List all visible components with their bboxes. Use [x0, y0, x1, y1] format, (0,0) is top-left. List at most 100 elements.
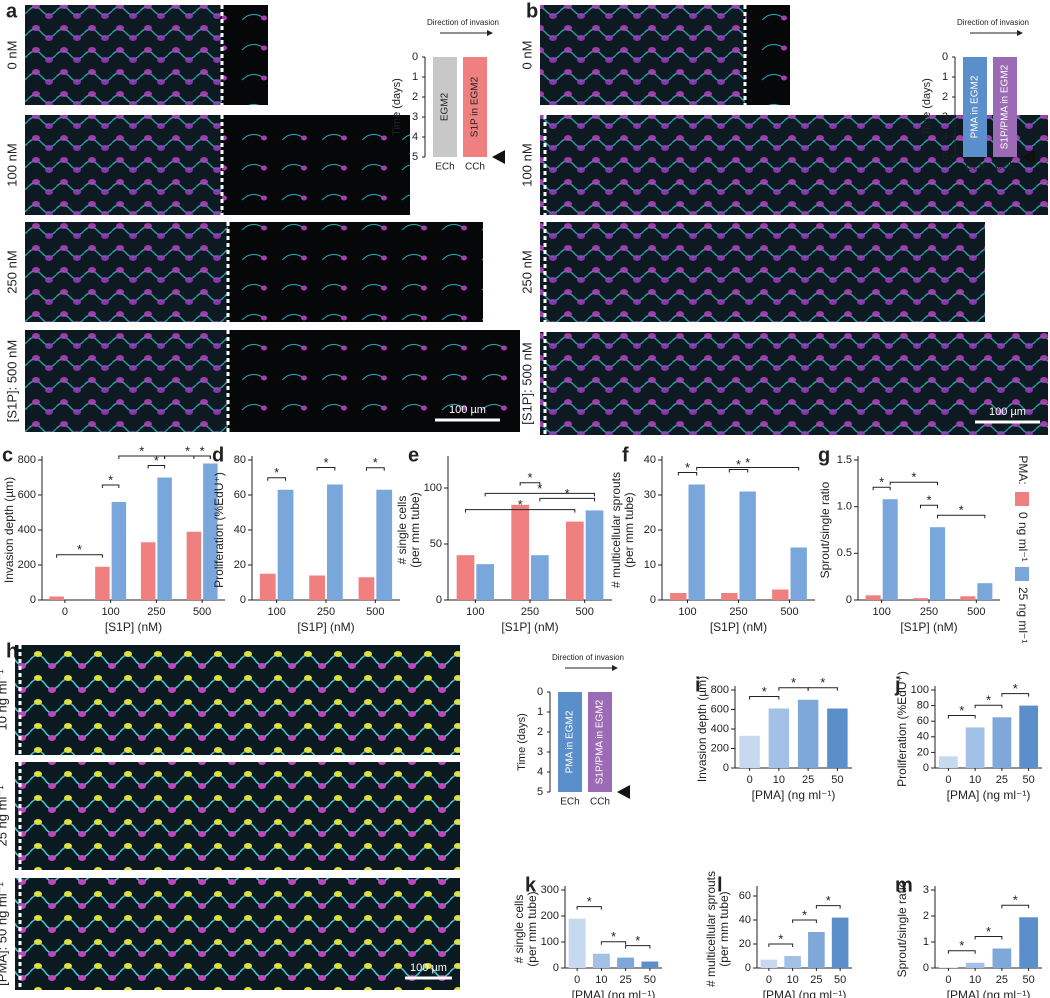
x-tick-label: 25: [802, 774, 814, 786]
significance-bracket: [872, 486, 891, 491]
x-tick-label: 10: [969, 974, 981, 986]
legend-title: PMA:: [1016, 455, 1030, 484]
cch-label: CCh: [590, 797, 610, 808]
bar: [1019, 917, 1038, 968]
significance-label: *: [527, 470, 532, 485]
y-tick-label: 20: [739, 938, 751, 950]
x-axis-label: [PMA] (ng ml⁻¹): [947, 988, 1031, 998]
panel-label: k: [525, 874, 537, 896]
bar: [808, 932, 825, 968]
significance-bracket: [365, 467, 385, 471]
significance-bracket: [600, 941, 627, 945]
y-tick-label: 60: [917, 715, 929, 727]
bar: [992, 717, 1012, 768]
bar: [688, 484, 705, 600]
y-tick-label: 0: [240, 594, 246, 606]
bar: [784, 956, 801, 968]
panel-label: j: [894, 674, 901, 696]
x-tick-label: 25: [620, 974, 632, 986]
y-axis-label: Invasion depth (µm): [695, 676, 709, 782]
bar: [531, 555, 549, 600]
bar: [186, 531, 202, 600]
micrograph: [15, 762, 460, 870]
significance-bracket: [974, 704, 1003, 709]
significance-label: *: [926, 493, 931, 508]
time-tick-label: 4: [942, 131, 948, 143]
timepoint-marker: [1022, 150, 1035, 164]
cch-label: CCh: [995, 162, 1015, 173]
micrograph: [540, 332, 1048, 435]
bar: [670, 593, 687, 600]
y-axis-label: # multicellular sprouts: [704, 871, 718, 987]
direction-label: Direction of invasion: [552, 653, 624, 662]
bar: [111, 502, 127, 600]
scale-bar-label: 100 µm: [410, 962, 447, 974]
time-tick-label: 4: [412, 131, 418, 143]
significance-bracket: [147, 465, 166, 469]
time-tick-label: 5: [942, 151, 948, 163]
significance-label: *: [791, 675, 796, 690]
significance-label: *: [959, 503, 964, 518]
y-tick-label: 100: [424, 482, 442, 494]
cch-medium: S1P/PMA in EGM2: [1000, 64, 1011, 149]
significance-bracket: [947, 714, 976, 719]
cch-bar: [588, 692, 612, 792]
significance-bracket: [937, 514, 986, 519]
condition-label: 250 nM: [519, 250, 534, 293]
bar: [49, 596, 64, 600]
micrograph-tube: [25, 115, 222, 215]
time-tick-label: 5: [537, 786, 543, 798]
y-tick-label: 0: [30, 594, 36, 606]
y-axis-label: # multicellular sprouts: [609, 472, 623, 588]
y-tick-label: 20: [644, 524, 656, 536]
y-tick-label: 0: [923, 762, 929, 774]
x-tick-label: 500: [575, 606, 593, 618]
significance-bracket: [807, 687, 838, 691]
y-tick-label: 80: [917, 700, 929, 712]
significance-bracket: [625, 945, 651, 949]
bar: [585, 510, 604, 600]
significance-label: *: [108, 472, 113, 487]
bar: [309, 575, 325, 600]
y-tick-label: 0: [745, 962, 751, 974]
significance-bracket: [815, 905, 841, 909]
y-tick-label: 40: [644, 454, 656, 466]
y-tick-label: 200: [18, 559, 36, 571]
cch-medium: S1P/PMA in EGM2: [595, 699, 606, 784]
legend-swatch: [1015, 567, 1029, 581]
y-axis-label: Proliferation (%EdU⁺): [895, 671, 909, 787]
bar: [565, 521, 584, 600]
x-tick-label: 100: [678, 606, 696, 618]
condition-label: 250 nM: [4, 250, 19, 293]
significance-label: *: [611, 929, 616, 944]
time-tick-label: 1: [537, 706, 543, 718]
significance-label: *: [323, 455, 328, 470]
y-tick-label: 400: [711, 723, 729, 735]
x-tick-label: 50: [831, 774, 843, 786]
x-tick-label: 500: [780, 606, 798, 618]
significance-label: *: [185, 443, 190, 458]
bar: [865, 595, 881, 600]
x-tick-label: 0: [574, 974, 580, 986]
y-tick-label: 600: [18, 489, 36, 501]
ech-bar: [558, 692, 582, 792]
time-tick-label: 0: [942, 51, 948, 63]
significance-bracket: [677, 472, 698, 476]
significance-label: *: [911, 470, 916, 485]
x-tick-label: 250: [729, 606, 747, 618]
panel-label: a: [6, 0, 18, 22]
significance-label: *: [802, 907, 807, 922]
significance-label: *: [685, 460, 690, 475]
direction-label: Direction of invasion: [957, 18, 1029, 27]
x-tick-label: 25: [996, 974, 1008, 986]
bar: [259, 573, 276, 600]
y-tick-label: 40: [234, 524, 246, 536]
significance-label: *: [820, 675, 825, 690]
bar: [140, 542, 156, 600]
scale-bar-label: 100 µm: [989, 406, 1026, 418]
x-tick-label: 500: [967, 606, 985, 618]
significance-label: *: [77, 542, 82, 557]
bar: [760, 959, 778, 968]
x-tick-label: 10: [773, 774, 785, 786]
condition-label: 0 nM: [4, 41, 19, 70]
